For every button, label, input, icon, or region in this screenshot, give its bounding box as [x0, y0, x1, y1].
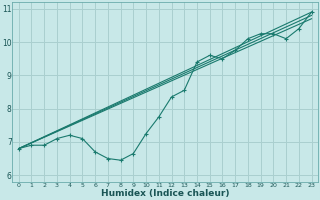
X-axis label: Humidex (Indice chaleur): Humidex (Indice chaleur): [101, 189, 229, 198]
